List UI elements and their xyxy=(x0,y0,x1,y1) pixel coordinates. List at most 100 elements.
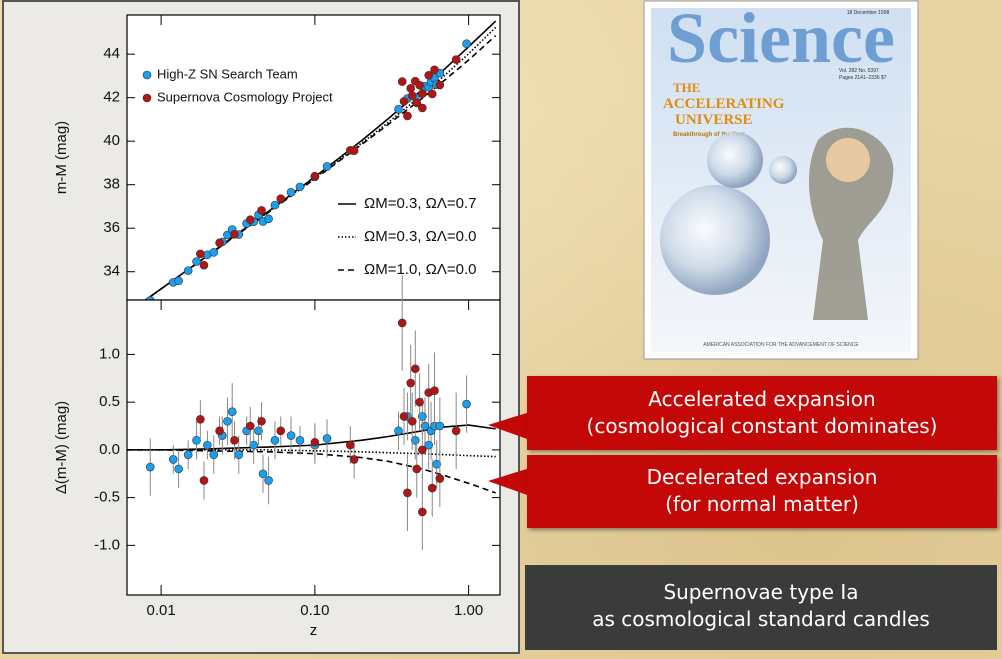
data-point xyxy=(397,77,407,86)
cover-subhead: Breakthrough of the Year xyxy=(673,132,745,138)
model-line xyxy=(127,449,496,494)
callout-pointer xyxy=(488,412,530,440)
callout-pointer xyxy=(488,468,530,496)
data-point xyxy=(245,421,255,431)
data-point xyxy=(276,426,286,436)
data-point xyxy=(462,39,471,49)
data-point xyxy=(254,426,263,436)
data-point xyxy=(430,65,439,75)
data-point xyxy=(199,476,209,485)
data-point xyxy=(418,412,427,421)
legend-label: ΩM=0.3, ΩΛ=0.0 xyxy=(364,228,477,245)
chart: 34 36 38 40 42 44 m-M (mag) ΩM=0.3, ΩΛ=0.7 ΩM=0.… xyxy=(2,0,520,654)
legend-label: ΩM=1.0, ΩΛ=0.0 xyxy=(364,261,477,278)
callout: Accelerated expansion (cosmological cons… xyxy=(527,376,997,450)
data-point xyxy=(427,483,437,493)
y-tick-label: 0.5 xyxy=(99,393,120,410)
y-tick-label: 44 xyxy=(103,45,120,62)
data-point xyxy=(196,415,205,424)
data-point xyxy=(399,97,409,106)
callout-text: (cosmological constant dominates) xyxy=(586,414,938,438)
data-point xyxy=(397,318,407,328)
cover-issue: Vol. 282 No. 5397 xyxy=(839,68,879,74)
data-point xyxy=(174,276,183,286)
data-point xyxy=(257,416,266,426)
model-line xyxy=(127,424,496,451)
data-point xyxy=(183,450,193,459)
legend-marker xyxy=(142,70,152,80)
data-point xyxy=(264,476,273,485)
legend-label: High-Z SN Search Team xyxy=(157,66,298,81)
data-point xyxy=(276,194,286,203)
data-point xyxy=(295,436,305,445)
data-point xyxy=(145,462,155,472)
data-point xyxy=(192,257,201,266)
data-point xyxy=(418,103,427,113)
data-point xyxy=(223,416,232,426)
data-point xyxy=(295,182,305,192)
y-tick-label: 42 xyxy=(103,89,120,106)
data-point xyxy=(418,507,427,517)
data-point xyxy=(451,55,461,64)
data-point xyxy=(245,215,255,225)
cover-pages: Pages 2141–2336 $7 xyxy=(839,75,887,81)
callout-text: Accelerated expansion xyxy=(648,387,876,411)
y-axis-label: m-M (mag) xyxy=(53,121,70,194)
data-point xyxy=(406,378,415,388)
caption-text: as cosmological standard candles xyxy=(592,607,930,631)
model-line xyxy=(127,449,496,458)
cover-footer: AMERICAN ASSOCIATION FOR THE ADVANCEMENT… xyxy=(703,342,859,348)
x-tick-label: 0.10 xyxy=(300,602,329,619)
legend-marker xyxy=(142,93,152,103)
data-point xyxy=(310,437,320,447)
data-point xyxy=(451,426,461,436)
data-point xyxy=(407,416,417,426)
plot-area xyxy=(126,14,501,301)
data-point xyxy=(203,440,212,450)
data-point xyxy=(415,397,424,407)
cover-headline: THE xyxy=(673,80,700,95)
data-point xyxy=(418,445,427,455)
figure-head xyxy=(826,138,870,182)
y-axis-label: Δ(m-M) (mag) xyxy=(53,401,70,494)
data-point xyxy=(310,171,320,181)
data-point xyxy=(412,464,422,474)
y-tick-label: 34 xyxy=(103,263,120,280)
magazine-cover: Science 18 December 1998 Vol. 282 No. 53… xyxy=(643,0,919,360)
data-point xyxy=(249,440,258,450)
data-point xyxy=(264,214,273,224)
data-point xyxy=(415,80,424,90)
callout-text: Decelerated expansion xyxy=(646,465,878,489)
model-line xyxy=(144,35,497,300)
data-point xyxy=(410,364,420,374)
data-point xyxy=(349,146,359,156)
data-point xyxy=(403,111,412,121)
y-tick-label: 40 xyxy=(103,132,120,149)
data-point xyxy=(270,200,280,210)
y-tick-label: 1.0 xyxy=(99,345,120,362)
legend-label: Supernova Cosmology Project xyxy=(157,89,333,104)
data-point xyxy=(227,407,237,416)
data-point xyxy=(183,266,193,275)
data-point xyxy=(322,434,332,443)
cover-headline: ACCELERATING xyxy=(663,96,785,112)
data-point xyxy=(209,248,219,257)
data-point xyxy=(424,440,433,450)
figure xyxy=(808,127,894,320)
data-point xyxy=(192,436,201,445)
callout-text: (for normal matter) xyxy=(665,492,859,516)
data-point xyxy=(196,249,205,259)
data-point xyxy=(174,464,183,474)
data-point xyxy=(257,206,266,215)
bubble xyxy=(660,185,770,295)
data-point xyxy=(394,104,403,114)
data-point xyxy=(435,421,445,431)
data-point xyxy=(286,431,296,440)
y-tick-label: -1.0 xyxy=(94,536,120,553)
data-point xyxy=(424,70,433,80)
data-point xyxy=(349,455,359,464)
data-point xyxy=(430,386,439,395)
bubble xyxy=(707,132,763,188)
